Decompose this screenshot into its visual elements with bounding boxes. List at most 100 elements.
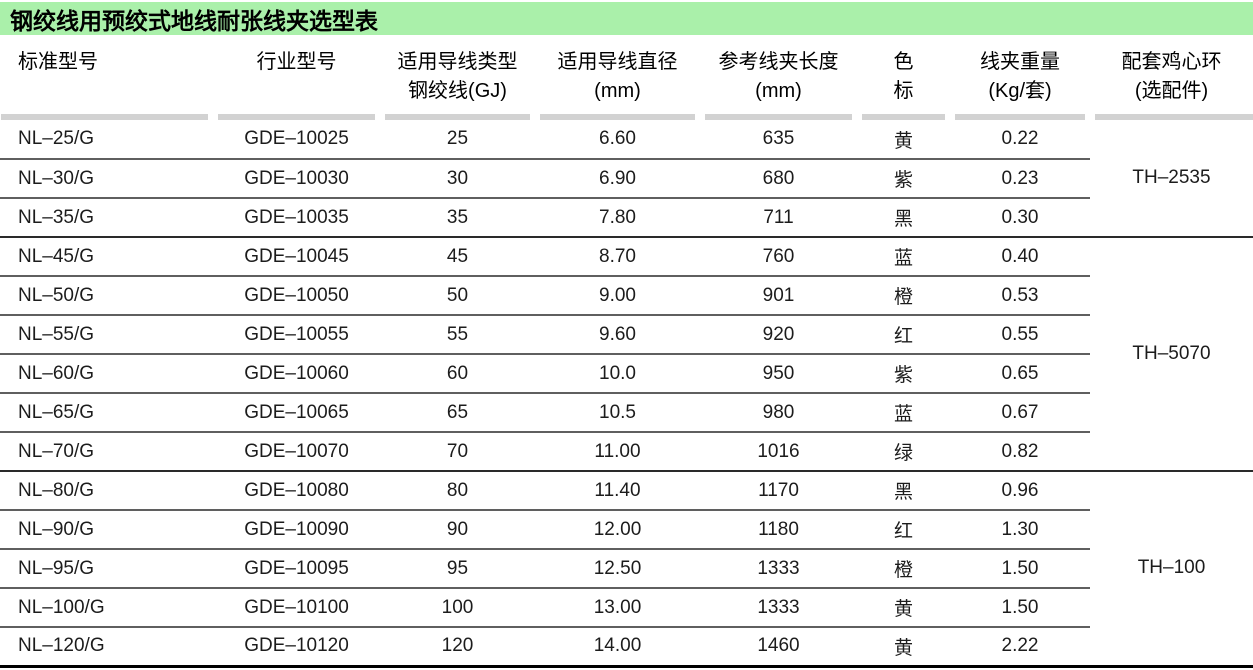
- header-line: 标准型号: [18, 51, 98, 73]
- cell-clamp-weight: 0.67: [950, 393, 1090, 433]
- cell-conductor-diameter: 11.00: [535, 432, 700, 472]
- column-header-clamp-length: 参考线夹长度 (mm): [700, 35, 857, 113]
- cell-clamp-length: 1180: [700, 510, 857, 550]
- clamp-selection-table: 标准型号 行业型号 适用导线类型 钢绞线(GJ) 适用导线直径 (mm) 参考线…: [0, 35, 1253, 668]
- cell-clamp-weight: 0.65: [950, 354, 1090, 394]
- cell-industry-model: GDE–10100: [213, 588, 380, 628]
- cell-clamp-length: 1170: [700, 471, 857, 511]
- header-line: (Kg/套): [988, 80, 1052, 102]
- table-row: NL–120/G GDE–10120 120 14.00 1460 黄 2.22: [0, 627, 1253, 668]
- cell-thimble-ring: TH–2535: [1090, 120, 1253, 238]
- header-line: 色: [893, 51, 914, 73]
- header-line: [18, 77, 213, 106]
- cell-conductor-type: 60: [380, 354, 535, 394]
- cell-industry-model: GDE–10060: [213, 354, 380, 394]
- cell-industry-model: GDE–10095: [213, 549, 380, 589]
- cell-industry-model: GDE–10080: [213, 471, 380, 511]
- header-line: 参考线夹长度: [718, 51, 839, 73]
- cell-clamp-weight: 0.23: [950, 159, 1090, 199]
- header-line: 适用导线直径: [557, 51, 678, 73]
- cell-clamp-length: 711: [700, 198, 857, 238]
- header-line: 适用导线类型: [397, 51, 518, 73]
- cell-standard-model: NL–25/G: [0, 120, 213, 160]
- header-separator-segment: [0, 113, 213, 120]
- cell-clamp-weight: 1.30: [950, 510, 1090, 550]
- cell-standard-model: NL–55/G: [0, 315, 213, 355]
- table-row: NL–25/G GDE–10025 25 6.60 635 黄 0.22 TH–2535: [0, 120, 1253, 238]
- header-line: 线夹重量: [980, 51, 1060, 73]
- cell-standard-model: NL–95/G: [0, 549, 213, 589]
- cell-conductor-type: 65: [380, 393, 535, 433]
- cell-conductor-diameter: 11.40: [535, 471, 700, 511]
- cell-color-code: 蓝: [857, 237, 950, 277]
- header-row: 标准型号 行业型号 适用导线类型 钢绞线(GJ) 适用导线直径 (mm) 参考线…: [0, 35, 1253, 113]
- table-row: NL–35/G GDE–10035 35 7.80 711 黑 0.30: [0, 198, 1253, 238]
- cell-clamp-length: 1460: [700, 627, 857, 668]
- cell-color-code: 黑: [857, 471, 950, 511]
- cell-industry-model: GDE–10035: [213, 198, 380, 238]
- cell-conductor-diameter: 12.50: [535, 549, 700, 589]
- cell-standard-model: NL–90/G: [0, 510, 213, 550]
- cell-clamp-length: 980: [700, 393, 857, 433]
- cell-industry-model: GDE–10120: [213, 627, 380, 668]
- cell-color-code: 紫: [857, 159, 950, 199]
- table-row: NL–70/G GDE–10070 70 11.00 1016 绿 0.82: [0, 432, 1253, 472]
- header-line: 钢绞线(GJ): [408, 80, 507, 102]
- cell-standard-model: NL–80/G: [0, 471, 213, 511]
- cell-color-code: 黄: [857, 120, 950, 160]
- cell-clamp-weight: 1.50: [950, 549, 1090, 589]
- table-row: NL–95/G GDE–10095 95 12.50 1333 橙 1.50: [0, 549, 1253, 589]
- header-line: (选配件): [1134, 80, 1209, 102]
- column-header-clamp-weight: 线夹重量 (Kg/套): [950, 35, 1090, 113]
- table-row: NL–60/G GDE–10060 60 10.0 950 紫 0.65: [0, 354, 1253, 394]
- cell-clamp-weight: 0.55: [950, 315, 1090, 355]
- header-line: (mm): [594, 80, 641, 102]
- cell-conductor-type: 30: [380, 159, 535, 199]
- cell-color-code: 黄: [857, 627, 950, 668]
- cell-clamp-length: 1333: [700, 588, 857, 628]
- cell-conductor-diameter: 7.80: [535, 198, 700, 238]
- header-separator-segment: [700, 113, 857, 120]
- column-header-standard-model: 标准型号: [0, 35, 213, 113]
- header-separator-segment: [380, 113, 535, 120]
- cell-conductor-type: 70: [380, 432, 535, 472]
- cell-conductor-diameter: 14.00: [535, 627, 700, 668]
- cell-clamp-length: 635: [700, 120, 857, 160]
- cell-industry-model: GDE–10045: [213, 237, 380, 277]
- header-separator-segment: [950, 113, 1090, 120]
- page-title-bar: 钢绞线用预绞式地线耐张线夹选型表: [0, 2, 1253, 35]
- cell-color-code: 红: [857, 510, 950, 550]
- cell-standard-model: NL–65/G: [0, 393, 213, 433]
- cell-standard-model: NL–100/G: [0, 588, 213, 628]
- cell-industry-model: GDE–10090: [213, 510, 380, 550]
- cell-clamp-weight: 1.50: [950, 588, 1090, 628]
- cell-color-code: 黄: [857, 588, 950, 628]
- cell-clamp-weight: 0.22: [950, 120, 1090, 160]
- cell-industry-model: GDE–10050: [213, 276, 380, 316]
- cell-clamp-weight: 2.22: [950, 627, 1090, 668]
- header-separator-segment: [213, 113, 380, 120]
- header-line: 标: [893, 80, 914, 102]
- cell-color-code: 绿: [857, 432, 950, 472]
- cell-color-code: 红: [857, 315, 950, 355]
- cell-conductor-diameter: 6.60: [535, 120, 700, 160]
- cell-conductor-type: 120: [380, 627, 535, 668]
- cell-standard-model: NL–70/G: [0, 432, 213, 472]
- cell-conductor-diameter: 6.90: [535, 159, 700, 199]
- cell-clamp-length: 920: [700, 315, 857, 355]
- cell-industry-model: GDE–10030: [213, 159, 380, 199]
- cell-conductor-type: 45: [380, 237, 535, 277]
- cell-clamp-length: 950: [700, 354, 857, 394]
- cell-thimble-ring: TH–5070: [1090, 237, 1253, 472]
- table-row: NL–100/G GDE–10100 100 13.00 1333 黄 1.50: [0, 588, 1253, 628]
- cell-conductor-type: 35: [380, 198, 535, 238]
- cell-clamp-weight: 0.96: [950, 471, 1090, 511]
- cell-standard-model: NL–60/G: [0, 354, 213, 394]
- cell-industry-model: GDE–10065: [213, 393, 380, 433]
- cell-conductor-type: 95: [380, 549, 535, 589]
- cell-clamp-weight: 0.82: [950, 432, 1090, 472]
- cell-conductor-type: 50: [380, 276, 535, 316]
- cell-clamp-length: 901: [700, 276, 857, 316]
- table-row: NL–55/G GDE–10055 55 9.60 920 红 0.55: [0, 315, 1253, 355]
- cell-standard-model: NL–120/G: [0, 627, 213, 668]
